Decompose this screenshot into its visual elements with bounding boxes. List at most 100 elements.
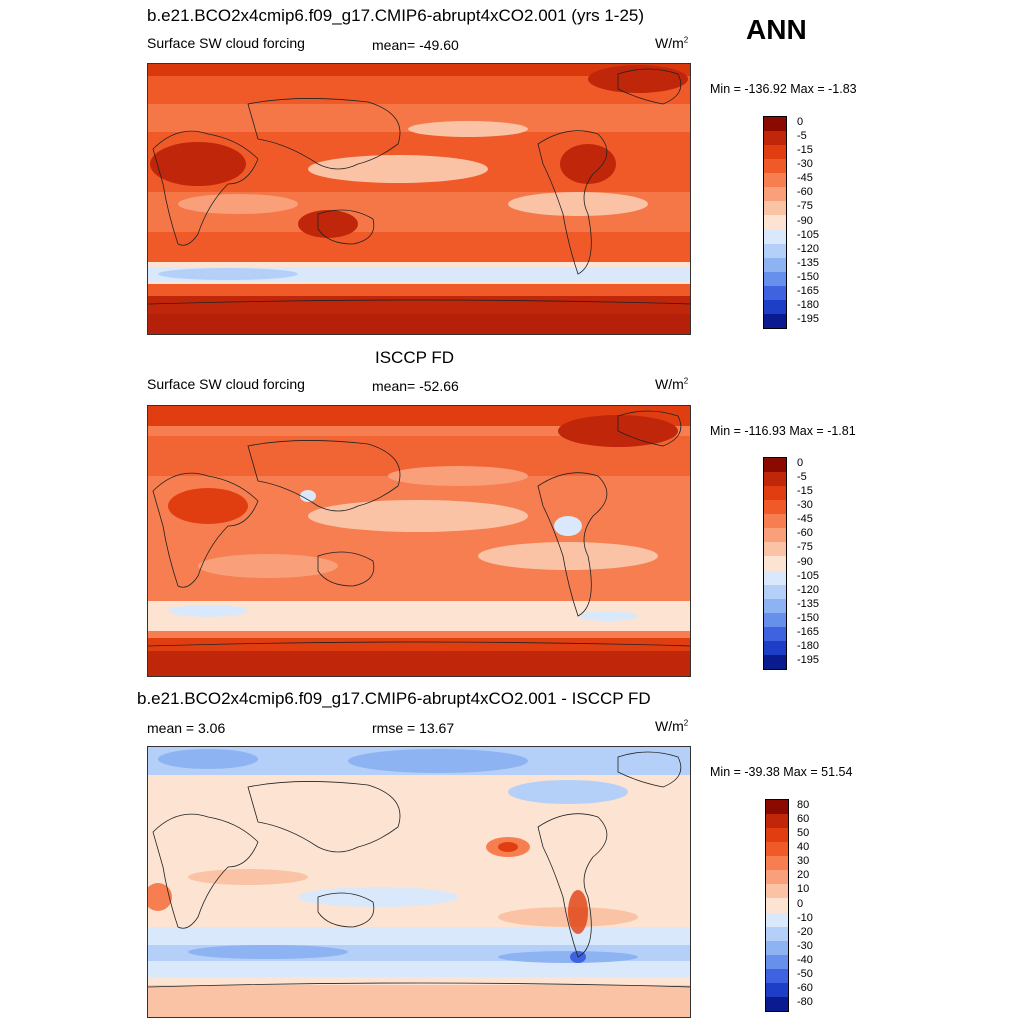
map-panel [147, 405, 691, 677]
colorbar-swatch [764, 542, 786, 557]
colorbar-swatch [766, 926, 788, 941]
colorbar-tick-label: 0 [797, 457, 804, 470]
colorbar-swatch [764, 486, 786, 501]
colorbar-tick-label: -150 [797, 611, 820, 624]
colorbar-swatch [764, 458, 786, 473]
minmax-label: Min = -136.92 Max = -1.83 [710, 82, 857, 96]
colorbar-tick-label: 0 [797, 116, 804, 129]
colorbar-tick-label: -30 [797, 499, 813, 512]
map-panel [147, 63, 691, 335]
colorbar [763, 116, 787, 329]
colorbar-swatch [766, 884, 788, 899]
colorbar-tick-label: -105 [797, 228, 820, 241]
colorbar [763, 457, 787, 670]
map-field [148, 747, 690, 1017]
colorbar-swatch [764, 654, 786, 669]
colorbar-tick-label: -45 [797, 172, 813, 185]
colorbar-swatch [764, 500, 786, 515]
map-panel [147, 746, 691, 1018]
panel-title: ISCCP FD [375, 348, 455, 367]
colorbar-swatch [764, 612, 786, 627]
colorbar-swatch [764, 472, 786, 487]
colorbar-tick-label: -30 [797, 939, 813, 952]
colorbar-tick-label: -80 [797, 995, 813, 1008]
colorbar-swatch [764, 159, 786, 174]
colorbar-swatch [764, 313, 786, 328]
colorbar-tick-label: -15 [797, 485, 813, 498]
colorbar-tick-label: -45 [797, 513, 813, 526]
colorbar-tick-label: 80 [797, 799, 810, 812]
map-field [148, 406, 690, 676]
colorbar-swatch [766, 856, 788, 871]
colorbar-tick-label: -165 [797, 284, 820, 297]
colorbar-swatch [766, 898, 788, 913]
colorbar-swatch [764, 640, 786, 655]
minmax-label: Min = -116.93 Max = -1.81 [710, 424, 856, 438]
colorbar [765, 799, 789, 1012]
map-field [148, 64, 690, 334]
colorbar-tick-label: 50 [797, 827, 810, 840]
colorbar-tick-label: -30 [797, 158, 813, 171]
minmax-label: Min = -39.38 Max = 51.54 [710, 765, 853, 779]
colorbar-tick-label: -150 [797, 270, 820, 283]
colorbar-tick-label: -90 [797, 555, 813, 568]
colorbar-swatch [766, 954, 788, 969]
colorbar-labels: 0 -5 -15 -30 -45 -60 -75 -90 -105 -120 -135 -150 -16… [797, 116, 857, 329]
colorbar-tick-label: -105 [797, 569, 820, 582]
colorbar-swatch [766, 982, 788, 997]
colorbar-swatch [764, 598, 786, 613]
colorbar-swatch [766, 996, 788, 1011]
colorbar-swatch [766, 940, 788, 955]
colorbar-tick-label: -195 [797, 312, 820, 325]
colorbar-tick-label: -60 [797, 527, 813, 540]
colorbar-tick-label: -5 [797, 471, 807, 484]
colorbar-tick-label: -15 [797, 144, 813, 157]
units-label: W/m2 [655, 376, 689, 392]
colorbar-tick-label: -180 [797, 298, 820, 311]
colorbar-tick-label: -40 [797, 953, 813, 966]
colorbar-swatch [766, 800, 788, 815]
colorbar-swatch [766, 870, 788, 885]
colorbar-tick-label: -10 [797, 911, 813, 924]
units-label: W/m2 [655, 35, 689, 51]
colorbar-labels: 80 60 50 40 30 20 10 0 -10 -20 -30 -40 -50 -60 -80 [797, 799, 857, 1012]
colorbar-tick-label: 40 [797, 841, 810, 854]
colorbar-tick-label: -20 [797, 925, 813, 938]
colorbar-tick-label: 0 [797, 897, 804, 910]
colorbar-swatch [764, 514, 786, 529]
colorbar-swatch [764, 271, 786, 286]
colorbar-swatch [764, 145, 786, 160]
colorbar-tick-label: -120 [797, 583, 820, 596]
colorbar-tick-label: -120 [797, 242, 820, 255]
colorbar-swatch [764, 528, 786, 543]
colorbar-swatch [764, 187, 786, 202]
mean-label: mean= -52.66 [372, 378, 459, 394]
colorbar-tick-label: 20 [797, 869, 810, 882]
colorbar-swatch [764, 131, 786, 146]
colorbar-swatch [764, 285, 786, 300]
colorbar-swatch [764, 299, 786, 314]
colorbar-tick-label: -60 [797, 186, 813, 199]
colorbar-tick-label: -60 [797, 981, 813, 994]
colorbar-tick-label: -50 [797, 967, 813, 980]
colorbar-swatch [764, 229, 786, 244]
mean-label: mean= -49.60 [372, 37, 459, 53]
colorbar-tick-label: -75 [797, 541, 813, 554]
colorbar-tick-label: -75 [797, 200, 813, 213]
variable-label: Surface SW cloud forcing [147, 376, 305, 392]
colorbar-swatch [764, 243, 786, 258]
colorbar-tick-label: -90 [797, 214, 813, 227]
colorbar-tick-label: 30 [797, 855, 810, 868]
panel-title: b.e21.BCO2x4cmip6.f09_g17.CMIP6-abrupt4x… [137, 689, 651, 708]
colorbar-swatch [764, 556, 786, 571]
colorbar-swatch [766, 842, 788, 857]
colorbar-swatch [764, 626, 786, 641]
colorbar-swatch [764, 584, 786, 599]
colorbar-tick-label: -135 [797, 256, 820, 269]
colorbar-swatch [766, 968, 788, 983]
colorbar-swatch [766, 814, 788, 829]
colorbar-swatch [764, 173, 786, 188]
colorbar-tick-label: 10 [797, 883, 810, 896]
colorbar-tick-label: -135 [797, 597, 820, 610]
colorbar-swatch [764, 201, 786, 216]
